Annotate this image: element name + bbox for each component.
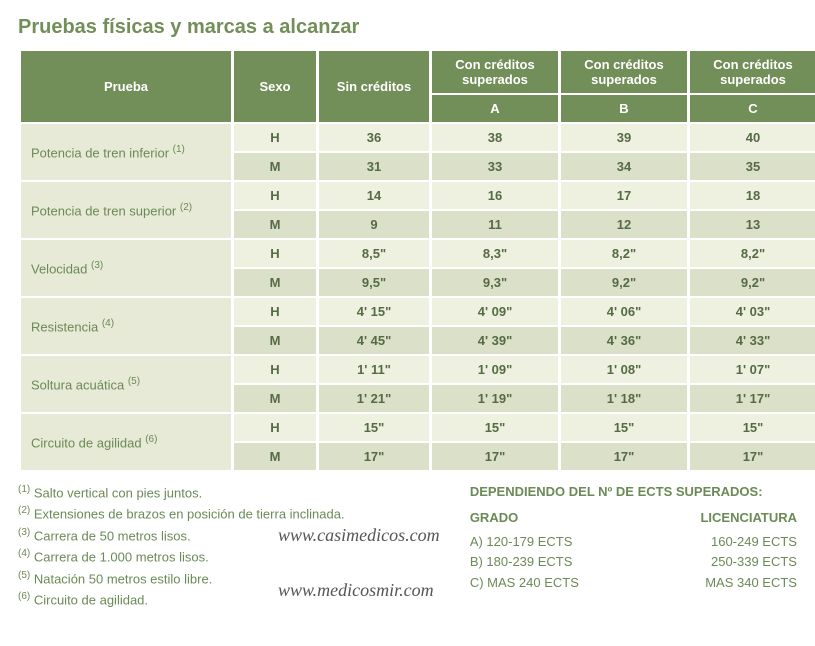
marks-table: Prueba Sexo Sin créditos Con créditos su… bbox=[18, 49, 815, 472]
cell-b: 1' 18" bbox=[561, 385, 687, 412]
cell-c: 15" bbox=[690, 414, 815, 441]
footnote: (3) Carrera de 50 metros lisos. bbox=[18, 525, 460, 546]
cell-c: 18 bbox=[690, 182, 815, 209]
row-label: Potencia de tren superior (2) bbox=[21, 182, 231, 238]
cell-c: 13 bbox=[690, 211, 815, 238]
cell-c: 40 bbox=[690, 124, 815, 151]
cell-a: 15" bbox=[432, 414, 558, 441]
row-label: Resistencia (4) bbox=[21, 298, 231, 354]
cell-c: 8,2" bbox=[690, 240, 815, 267]
ects-title: DEPENDIENDO DEL Nº DE ECTS SUPERADOS: bbox=[470, 482, 797, 502]
cell-c: 1' 17" bbox=[690, 385, 815, 412]
cell-c: 35 bbox=[690, 153, 815, 180]
th-con-c: Con créditos superados bbox=[690, 51, 815, 93]
cell-c: 17" bbox=[690, 443, 815, 470]
cell-c: 9,2" bbox=[690, 269, 815, 296]
th-b: B bbox=[561, 95, 687, 122]
cell-sin: 36 bbox=[319, 124, 429, 151]
row-label: Circuito de agilidad (6) bbox=[21, 414, 231, 470]
cell-c: 1' 07" bbox=[690, 356, 815, 383]
cell-sexo: M bbox=[234, 153, 316, 180]
ects-lic-0: 160-249 ECTS bbox=[700, 532, 797, 552]
footnotes: (1) Salto vertical con pies juntos.(2) E… bbox=[18, 482, 470, 611]
cell-sexo: M bbox=[234, 211, 316, 238]
ects-lic-1: 250-339 ECTS bbox=[700, 552, 797, 572]
ects-grado-0: A) 120-179 ECTS bbox=[470, 532, 579, 552]
page-title: Pruebas físicas y marcas a alcanzar bbox=[18, 16, 797, 39]
cell-b: 17 bbox=[561, 182, 687, 209]
cell-a: 33 bbox=[432, 153, 558, 180]
cell-sexo: M bbox=[234, 385, 316, 412]
footnote: (4) Carrera de 1.000 metros lisos. bbox=[18, 546, 460, 567]
cell-b: 17" bbox=[561, 443, 687, 470]
cell-sin: 31 bbox=[319, 153, 429, 180]
footnote: (2) Extensiones de brazos en posición de… bbox=[18, 503, 460, 524]
cell-sin: 4' 15" bbox=[319, 298, 429, 325]
ects-block: DEPENDIENDO DEL Nº DE ECTS SUPERADOS: GR… bbox=[470, 482, 797, 611]
cell-a: 1' 19" bbox=[432, 385, 558, 412]
ects-grado-h: GRADO bbox=[470, 508, 579, 528]
th-prueba: Prueba bbox=[21, 51, 231, 122]
ects-grado-1: B) 180-239 ECTS bbox=[470, 552, 579, 572]
th-sexo: Sexo bbox=[234, 51, 316, 122]
footnote: (1) Salto vertical con pies juntos. bbox=[18, 482, 460, 503]
cell-c: 4' 03" bbox=[690, 298, 815, 325]
cell-a: 11 bbox=[432, 211, 558, 238]
cell-sexo: H bbox=[234, 356, 316, 383]
th-a: A bbox=[432, 95, 558, 122]
cell-b: 9,2" bbox=[561, 269, 687, 296]
cell-b: 15" bbox=[561, 414, 687, 441]
cell-sin: 9 bbox=[319, 211, 429, 238]
cell-sexo: M bbox=[234, 327, 316, 354]
cell-a: 4' 09" bbox=[432, 298, 558, 325]
cell-b: 1' 08" bbox=[561, 356, 687, 383]
cell-b: 34 bbox=[561, 153, 687, 180]
cell-sexo: M bbox=[234, 443, 316, 470]
ects-grado-2: C) MAS 240 ECTS bbox=[470, 573, 579, 593]
cell-c: 4' 33" bbox=[690, 327, 815, 354]
cell-sexo: H bbox=[234, 414, 316, 441]
cell-sin: 17" bbox=[319, 443, 429, 470]
cell-sin: 9,5" bbox=[319, 269, 429, 296]
cell-a: 38 bbox=[432, 124, 558, 151]
th-con-b: Con créditos superados bbox=[561, 51, 687, 93]
cell-sin: 1' 11" bbox=[319, 356, 429, 383]
cell-b: 4' 06" bbox=[561, 298, 687, 325]
cell-sin: 15" bbox=[319, 414, 429, 441]
th-sin: Sin créditos bbox=[319, 51, 429, 122]
cell-a: 16 bbox=[432, 182, 558, 209]
row-label: Velocidad (3) bbox=[21, 240, 231, 296]
footer: (1) Salto vertical con pies juntos.(2) E… bbox=[18, 482, 797, 611]
cell-sin: 4' 45" bbox=[319, 327, 429, 354]
cell-sexo: H bbox=[234, 124, 316, 151]
cell-a: 8,3" bbox=[432, 240, 558, 267]
cell-a: 9,3" bbox=[432, 269, 558, 296]
cell-a: 17" bbox=[432, 443, 558, 470]
cell-b: 4' 36" bbox=[561, 327, 687, 354]
cell-b: 8,2" bbox=[561, 240, 687, 267]
cell-b: 39 bbox=[561, 124, 687, 151]
row-label: Potencia de tren inferior (1) bbox=[21, 124, 231, 180]
footnote: (6) Circuito de agilidad. bbox=[18, 589, 460, 610]
ects-lic-2: MAS 340 ECTS bbox=[700, 573, 797, 593]
cell-sexo: H bbox=[234, 182, 316, 209]
th-con-a: Con créditos superados bbox=[432, 51, 558, 93]
cell-sin: 14 bbox=[319, 182, 429, 209]
row-label: Soltura acuática (5) bbox=[21, 356, 231, 412]
cell-sexo: H bbox=[234, 298, 316, 325]
th-c: C bbox=[690, 95, 815, 122]
ects-lic-h: LICENCIATURA bbox=[700, 508, 797, 528]
cell-a: 4' 39" bbox=[432, 327, 558, 354]
cell-sexo: H bbox=[234, 240, 316, 267]
cell-sexo: M bbox=[234, 269, 316, 296]
cell-a: 1' 09" bbox=[432, 356, 558, 383]
cell-sin: 8,5" bbox=[319, 240, 429, 267]
cell-b: 12 bbox=[561, 211, 687, 238]
cell-sin: 1' 21" bbox=[319, 385, 429, 412]
footnote: (5) Natación 50 metros estilo libre. bbox=[18, 568, 460, 589]
